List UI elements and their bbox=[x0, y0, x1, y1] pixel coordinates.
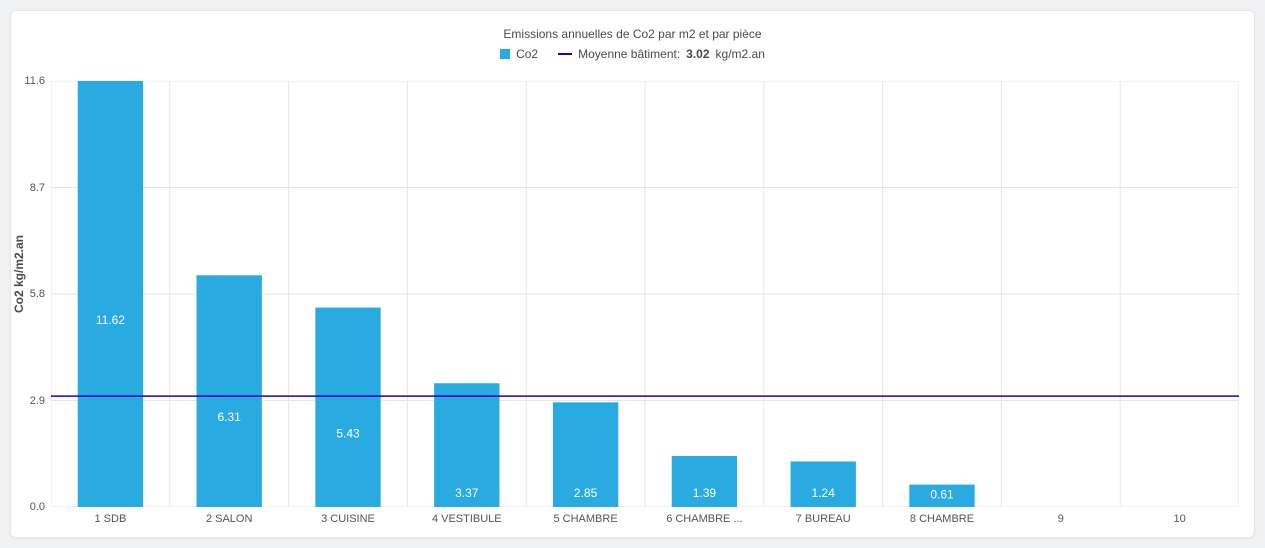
bar[interactable] bbox=[78, 81, 143, 507]
bar[interactable] bbox=[315, 308, 380, 507]
bar-value-label: 0.61 bbox=[930, 488, 954, 502]
y-tick-label: 11.6 bbox=[24, 75, 45, 87]
chart-svg: 11.62 6.31 5.43 3.37 2.85 1.39 1.24 0.61 bbox=[51, 81, 1239, 507]
plot-area: 11.626.315.433.372.851.391.240.610.02.95… bbox=[51, 81, 1239, 507]
x-tick-label: 7 BUREAU bbox=[796, 513, 851, 525]
legend-swatch-line bbox=[558, 53, 572, 55]
bar-value-label: 5.43 bbox=[336, 426, 360, 440]
legend-avg-unit: kg/m2.an bbox=[716, 47, 765, 61]
y-tick-label: 0.0 bbox=[30, 501, 45, 513]
x-tick-label: 10 bbox=[1173, 513, 1185, 525]
bar-value-label: 1.24 bbox=[812, 486, 836, 500]
legend-series-label: Co2 bbox=[516, 47, 538, 61]
chart-card: Emissions annuelles de Co2 par m2 et par… bbox=[10, 10, 1255, 538]
x-tick-label: 1 SDB bbox=[94, 513, 126, 525]
legend-avg-prefix: Moyenne bâtiment: bbox=[578, 47, 680, 61]
bar-value-label: 11.62 bbox=[96, 313, 125, 327]
x-tick-label: 3 CUISINE bbox=[321, 513, 375, 525]
x-tick-label: 2 SALON bbox=[206, 513, 252, 525]
bar[interactable] bbox=[791, 461, 856, 507]
bar-value-label: 6.31 bbox=[218, 410, 242, 424]
bar-value-label: 3.37 bbox=[455, 486, 479, 500]
x-tick-label: 9 bbox=[1058, 513, 1064, 525]
x-tick-label: 6 CHAMBRE ... bbox=[666, 513, 742, 525]
bar[interactable] bbox=[197, 275, 262, 507]
chart-legend: Co2 Moyenne bâtiment: 3.02 kg/m2.an bbox=[21, 47, 1244, 61]
chart-title: Emissions annuelles de Co2 par m2 et par… bbox=[21, 27, 1244, 41]
bar-value-label: 1.39 bbox=[693, 486, 717, 500]
bar-value-label: 2.85 bbox=[574, 486, 598, 500]
legend-swatch-bar bbox=[500, 49, 510, 59]
legend-item-series[interactable]: Co2 bbox=[500, 47, 538, 61]
y-tick-label: 5.8 bbox=[30, 288, 45, 300]
legend-avg-value: 3.02 bbox=[686, 47, 709, 61]
y-tick-label: 2.9 bbox=[30, 395, 45, 407]
x-tick-label: 5 CHAMBRE bbox=[554, 513, 618, 525]
x-tick-label: 8 CHAMBRE bbox=[910, 513, 974, 525]
y-tick-label: 8.7 bbox=[30, 182, 45, 194]
legend-item-average[interactable]: Moyenne bâtiment: 3.02 kg/m2.an bbox=[558, 47, 765, 61]
x-tick-label: 4 VESTIBULE bbox=[432, 513, 502, 525]
y-axis-label: Co2 kg/m2.an bbox=[12, 235, 26, 313]
